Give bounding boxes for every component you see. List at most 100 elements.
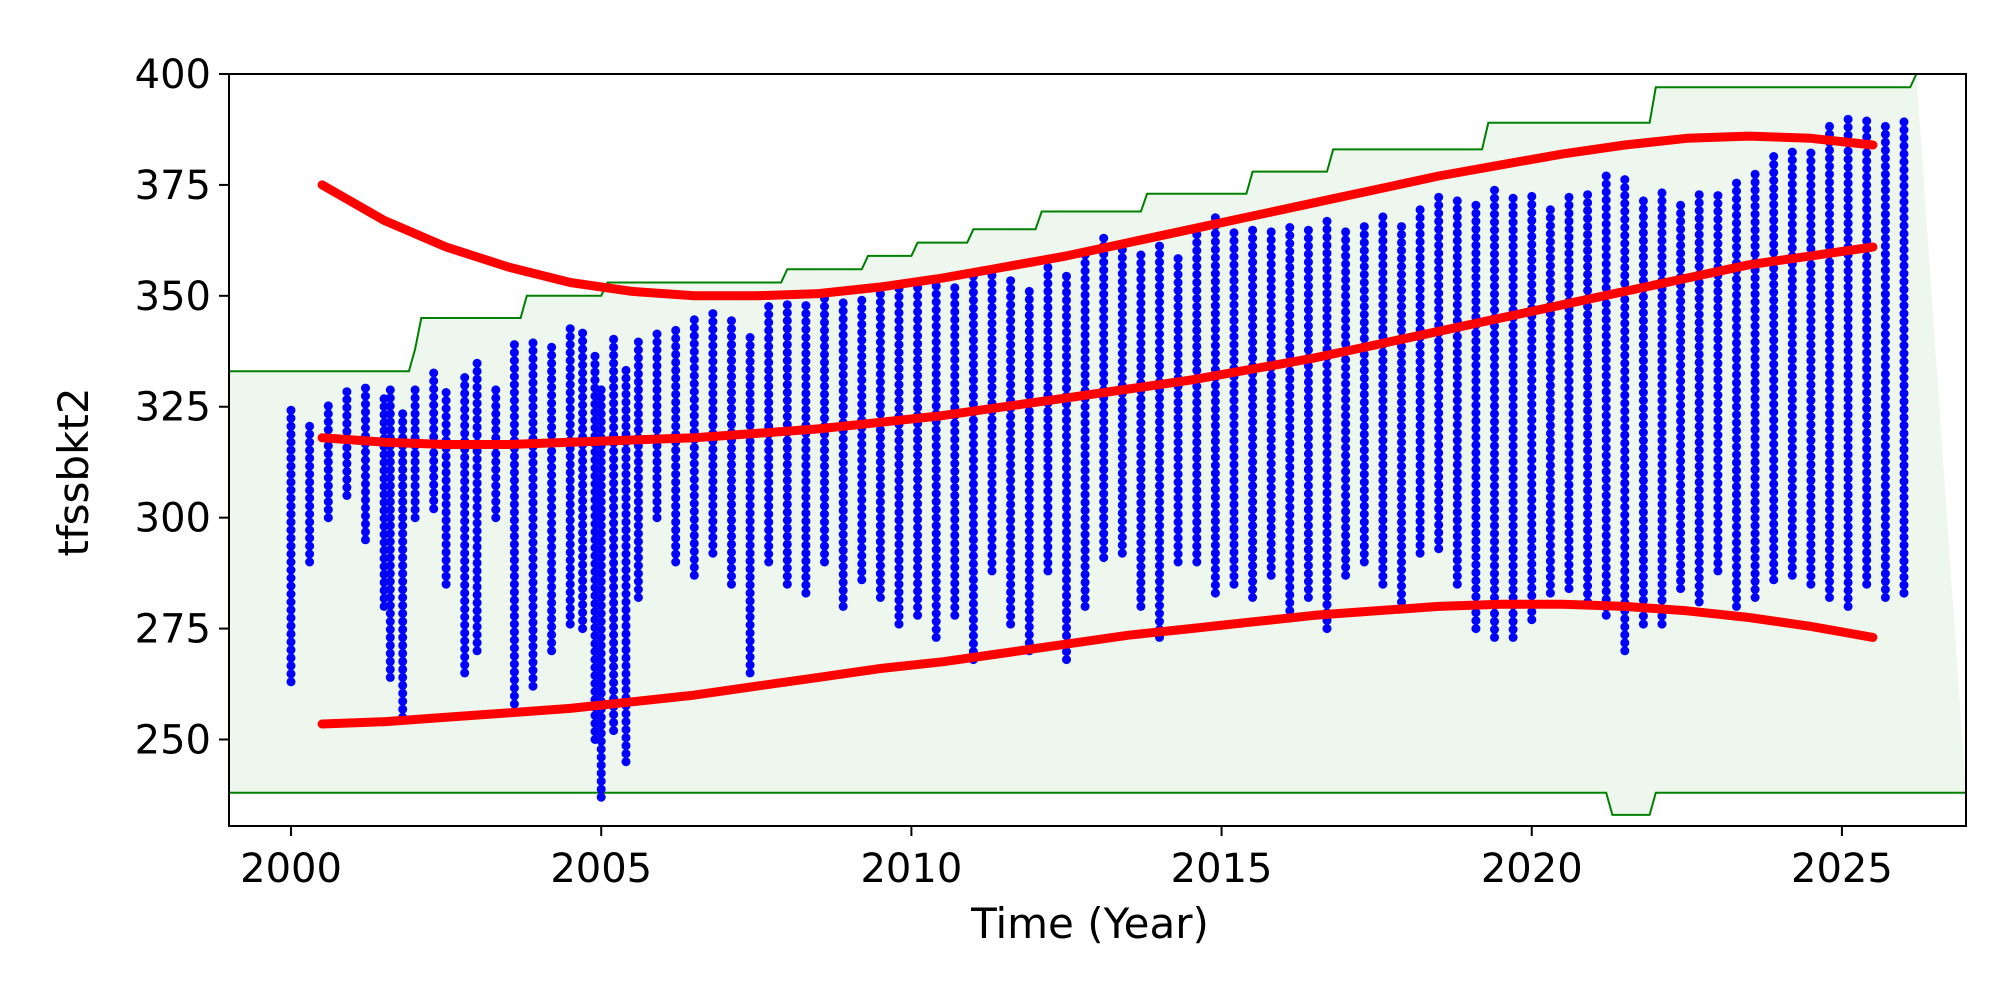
data-point <box>1694 190 1704 200</box>
data-point <box>1620 302 1630 312</box>
data-point <box>1545 261 1555 271</box>
data-point <box>385 585 395 594</box>
data-point <box>1248 353 1258 363</box>
data-point <box>385 617 395 626</box>
data-point <box>1787 570 1797 580</box>
data-point <box>1769 551 1779 561</box>
data-point <box>472 574 482 584</box>
data-point <box>1341 267 1351 277</box>
data-point <box>286 661 296 671</box>
data-point <box>727 467 736 477</box>
plot-content <box>229 74 1966 816</box>
data-point <box>652 353 662 363</box>
data-point <box>1601 514 1611 524</box>
data-point <box>1620 590 1630 600</box>
data-point <box>875 545 885 555</box>
data-point <box>1397 533 1406 543</box>
data-point <box>857 455 867 465</box>
data-point <box>491 489 501 499</box>
data-point <box>1397 461 1406 471</box>
data-point <box>1676 392 1686 402</box>
data-point <box>689 570 699 580</box>
data-point <box>286 549 296 559</box>
data-point <box>875 521 885 531</box>
data-point <box>1024 486 1034 496</box>
data-point <box>1694 517 1704 527</box>
data-point <box>931 545 941 555</box>
data-point <box>1769 463 1779 473</box>
data-point <box>1843 482 1853 492</box>
data-point <box>1601 562 1611 572</box>
data-point <box>987 494 997 504</box>
data-point <box>1806 420 1816 429</box>
data-point <box>1080 434 1090 444</box>
data-point <box>1155 545 1164 555</box>
data-point <box>1750 225 1760 235</box>
data-point <box>1117 524 1127 534</box>
data-point <box>1415 269 1425 279</box>
data-point <box>1843 585 1853 595</box>
data-point <box>1155 553 1164 563</box>
data-point <box>689 562 699 572</box>
data-point <box>950 491 960 500</box>
data-point <box>1359 317 1369 327</box>
data-point <box>875 425 885 435</box>
data-point <box>1397 246 1406 256</box>
plot-area <box>229 74 1966 816</box>
data-point <box>1843 114 1853 124</box>
data-point <box>1210 317 1220 327</box>
data-point <box>950 419 960 429</box>
data-point <box>1322 528 1332 538</box>
data-point <box>1732 601 1741 611</box>
data-point <box>931 361 941 371</box>
data-point <box>857 343 867 353</box>
data-point <box>1378 212 1388 222</box>
data-point <box>528 458 538 468</box>
data-point <box>342 395 352 405</box>
data-point <box>1080 426 1090 436</box>
data-point <box>1490 593 1499 602</box>
data-point <box>472 390 482 400</box>
data-point <box>509 659 519 669</box>
data-point <box>547 638 557 648</box>
data-point <box>671 525 681 535</box>
data-point <box>565 595 575 605</box>
data-point <box>286 453 296 463</box>
data-point <box>578 416 588 426</box>
data-point <box>689 554 699 564</box>
data-point <box>1006 507 1016 517</box>
data-point <box>1787 163 1797 173</box>
data-point <box>1248 401 1258 411</box>
data-point <box>621 405 631 415</box>
data-point <box>1471 520 1481 530</box>
data-point <box>1880 473 1890 483</box>
data-point <box>950 475 960 484</box>
data-point <box>1266 435 1276 445</box>
data-point <box>1713 302 1723 312</box>
data-point <box>1434 368 1444 378</box>
data-point <box>1862 196 1872 206</box>
data-point <box>857 519 867 529</box>
data-point <box>385 457 395 467</box>
data-point <box>596 409 606 419</box>
data-point <box>1564 472 1574 482</box>
data-point <box>1452 268 1462 278</box>
data-point <box>1173 365 1183 375</box>
data-point <box>1062 583 1071 593</box>
data-point <box>1713 199 1723 208</box>
data-point <box>820 477 829 487</box>
data-point <box>547 502 557 512</box>
data-point <box>1452 579 1462 589</box>
data-point <box>1694 294 1704 303</box>
data-point <box>1229 276 1239 286</box>
data-point <box>1676 208 1686 218</box>
data-point <box>1248 545 1258 555</box>
data-point <box>1899 548 1909 558</box>
data-point <box>1583 206 1593 216</box>
data-point <box>1545 237 1555 247</box>
data-point <box>565 491 575 501</box>
data-point <box>1415 317 1425 327</box>
data-point <box>621 541 631 551</box>
data-point <box>621 421 631 431</box>
data-point <box>1210 580 1220 590</box>
